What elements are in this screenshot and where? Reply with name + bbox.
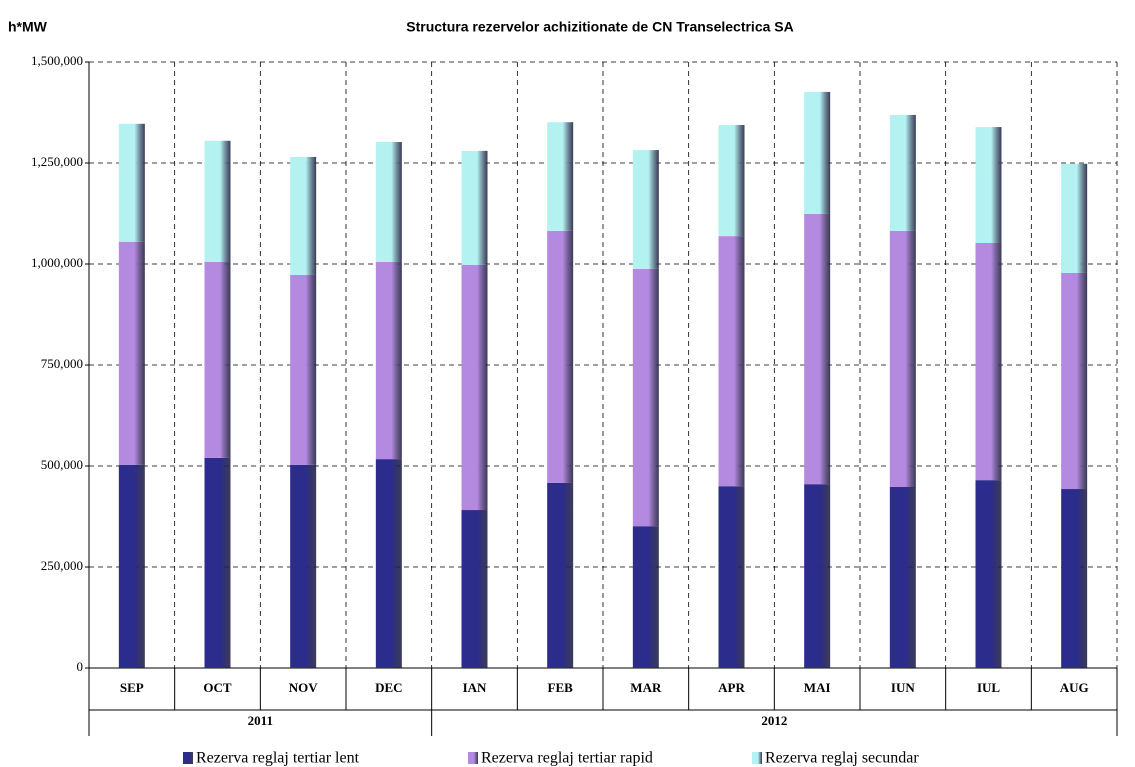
bar-segment xyxy=(547,482,574,668)
bar-segment xyxy=(1061,489,1088,668)
bar-segment xyxy=(375,261,402,460)
y-tick-label: 1,500,000 xyxy=(31,53,83,68)
bar-segment xyxy=(632,268,659,527)
x-tick-label: IUL xyxy=(977,680,1000,695)
y-tick-label: 0 xyxy=(77,659,84,674)
legend-label: Rezerva reglaj secundar xyxy=(765,750,919,767)
bar-segment xyxy=(632,150,659,269)
y-axis-label: h*MW xyxy=(8,19,48,35)
bar-segment xyxy=(889,114,916,231)
bar-segment xyxy=(547,122,574,231)
y-tick-label: 750,000 xyxy=(41,356,83,371)
bar-segment xyxy=(804,213,831,485)
x-tick-label: APR xyxy=(718,680,745,695)
x-tick-label: OCT xyxy=(203,680,232,695)
y-tick-label: 1,000,000 xyxy=(31,255,83,270)
bar-segment xyxy=(804,91,831,214)
x-tick-label: MAR xyxy=(630,680,662,695)
bar-segment xyxy=(290,156,317,275)
bar-segment xyxy=(975,480,1002,668)
bar-segment xyxy=(718,486,745,668)
bar-segment xyxy=(975,127,1002,243)
x-tick-label: DEC xyxy=(375,680,402,695)
bar-segment xyxy=(375,459,402,668)
bar-segment xyxy=(975,242,1002,481)
bar-segment xyxy=(461,510,488,668)
bar-segment xyxy=(1061,272,1088,490)
x-tick-label: IAN xyxy=(463,680,487,695)
bar-segment xyxy=(889,487,916,668)
bar-segment xyxy=(118,241,145,465)
bar-segment xyxy=(204,261,231,458)
bar-segment xyxy=(204,140,231,262)
x-tick-label: AUG xyxy=(1060,680,1089,695)
bar-segment xyxy=(375,141,402,262)
legend-swatch xyxy=(752,752,762,764)
bar-segment xyxy=(461,150,488,265)
bar-segment xyxy=(889,230,916,488)
y-tick-label: 250,000 xyxy=(41,558,83,573)
bar-segment xyxy=(118,464,145,668)
group-label: 2012 xyxy=(761,713,787,728)
bar-segment xyxy=(118,123,145,242)
x-tick-label: SEP xyxy=(120,680,144,695)
legend-label: Rezerva reglaj tertiar lent xyxy=(196,750,360,767)
legend-label: Rezerva reglaj tertiar rapid xyxy=(481,750,653,767)
y-tick-label: 1,250,000 xyxy=(31,154,83,169)
x-tick-label: FEB xyxy=(548,680,574,695)
x-tick-label: IUN xyxy=(891,680,915,695)
bar-segment xyxy=(547,230,574,483)
chart-title: Structura rezervelor achizitionate de CN… xyxy=(406,19,793,35)
x-tick-label: NOV xyxy=(289,680,319,695)
bar-segment xyxy=(290,464,317,668)
bar-segment xyxy=(718,236,745,487)
group-label: 2011 xyxy=(248,713,273,728)
y-tick-label: 500,000 xyxy=(41,457,83,472)
bar-segment xyxy=(804,484,831,668)
bar-segment xyxy=(461,264,488,511)
bar-segment xyxy=(204,457,231,668)
bar-segment xyxy=(290,274,317,465)
legend-swatch xyxy=(183,752,193,764)
bar-segment xyxy=(718,125,745,237)
bar-segment xyxy=(632,526,659,668)
bar-segment xyxy=(1061,163,1088,273)
legend-swatch xyxy=(468,752,478,764)
x-tick-label: MAI xyxy=(804,680,831,695)
